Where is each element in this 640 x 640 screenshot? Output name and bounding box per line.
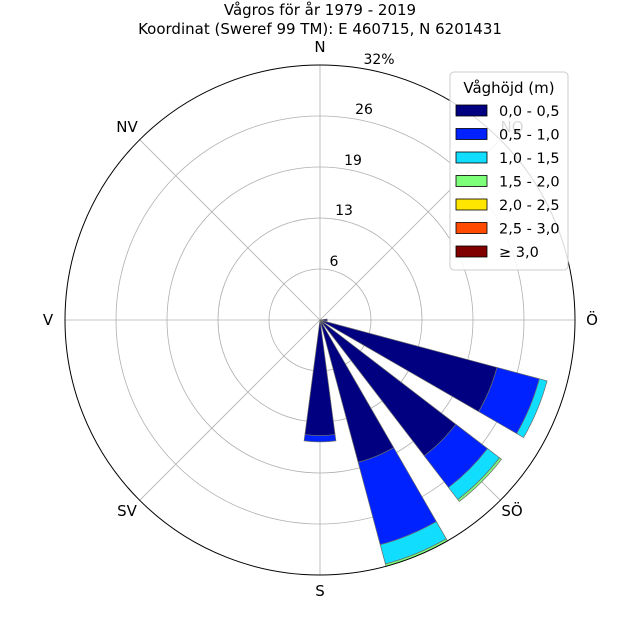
legend-label: 0,5 - 1,0 — [499, 128, 560, 144]
rose-bar-segment — [304, 319, 336, 436]
legend-items: 0,0 - 0,5 0,5 - 1,0 1,0 - 1,5 1,5 - 2,0 2,0 … — [455, 104, 560, 261]
radial-tick-label: 26 — [355, 102, 373, 118]
radial-tick-label: 13 — [335, 203, 353, 219]
legend-swatch — [455, 198, 488, 211]
chart-subtitle: Koordinat (Sweref 99 TM): E 460715, N 62… — [138, 20, 502, 38]
radial-tick-label: 19 — [344, 153, 362, 169]
legend-swatch — [455, 175, 488, 187]
rose-bar-segment — [319, 318, 328, 322]
rose-bars — [303, 318, 548, 567]
legend-swatch — [455, 104, 488, 117]
direction-label-o: Ö — [586, 310, 598, 329]
legend-label: 1,0 - 1,5 — [499, 151, 560, 167]
direction-label-sv: SV — [117, 502, 138, 520]
grid-spoke — [139, 319, 321, 501]
radial-tick-label: 6 — [330, 254, 339, 270]
legend-label: ≥ 3,0 — [499, 245, 539, 261]
legend-label: 2,5 - 3,0 — [499, 222, 560, 238]
polar-grid — [65, 65, 575, 575]
direction-label-s: S — [315, 582, 325, 600]
chart-title: Vågros för år 1979 - 2019 — [224, 1, 416, 19]
direction-label-so: SÖ — [501, 501, 522, 520]
rose-bar-segment — [516, 378, 548, 439]
legend-title: Våghöjd (m) — [463, 79, 554, 97]
rose-bar-segment — [457, 457, 502, 502]
rose-bar-segment — [303, 434, 337, 443]
direction-label-v: V — [43, 311, 54, 329]
legend-label: 1,5 - 2,0 — [499, 175, 560, 191]
grid-spoke — [139, 139, 321, 321]
polar-frame — [64, 64, 576, 576]
direction-label-n: N — [314, 38, 325, 56]
legend: Våghöjd (m) 0,0 - 0,5 0,5 - 1,0 1,0 - 1,5 1… — [449, 71, 569, 271]
radial-tick-label: 32% — [363, 52, 394, 68]
legend-swatch — [455, 128, 488, 140]
legend-swatch — [455, 151, 488, 164]
direction-label-nv: NV — [116, 118, 138, 136]
legend-label: 0,0 - 0,5 — [499, 104, 560, 120]
legend-box — [449, 71, 569, 271]
legend-swatch — [455, 245, 488, 258]
legend-swatch — [455, 222, 488, 234]
legend-label: 2,0 - 2,5 — [499, 198, 560, 214]
radial-tick-labels: 6 13 19 26 32% — [330, 52, 395, 270]
